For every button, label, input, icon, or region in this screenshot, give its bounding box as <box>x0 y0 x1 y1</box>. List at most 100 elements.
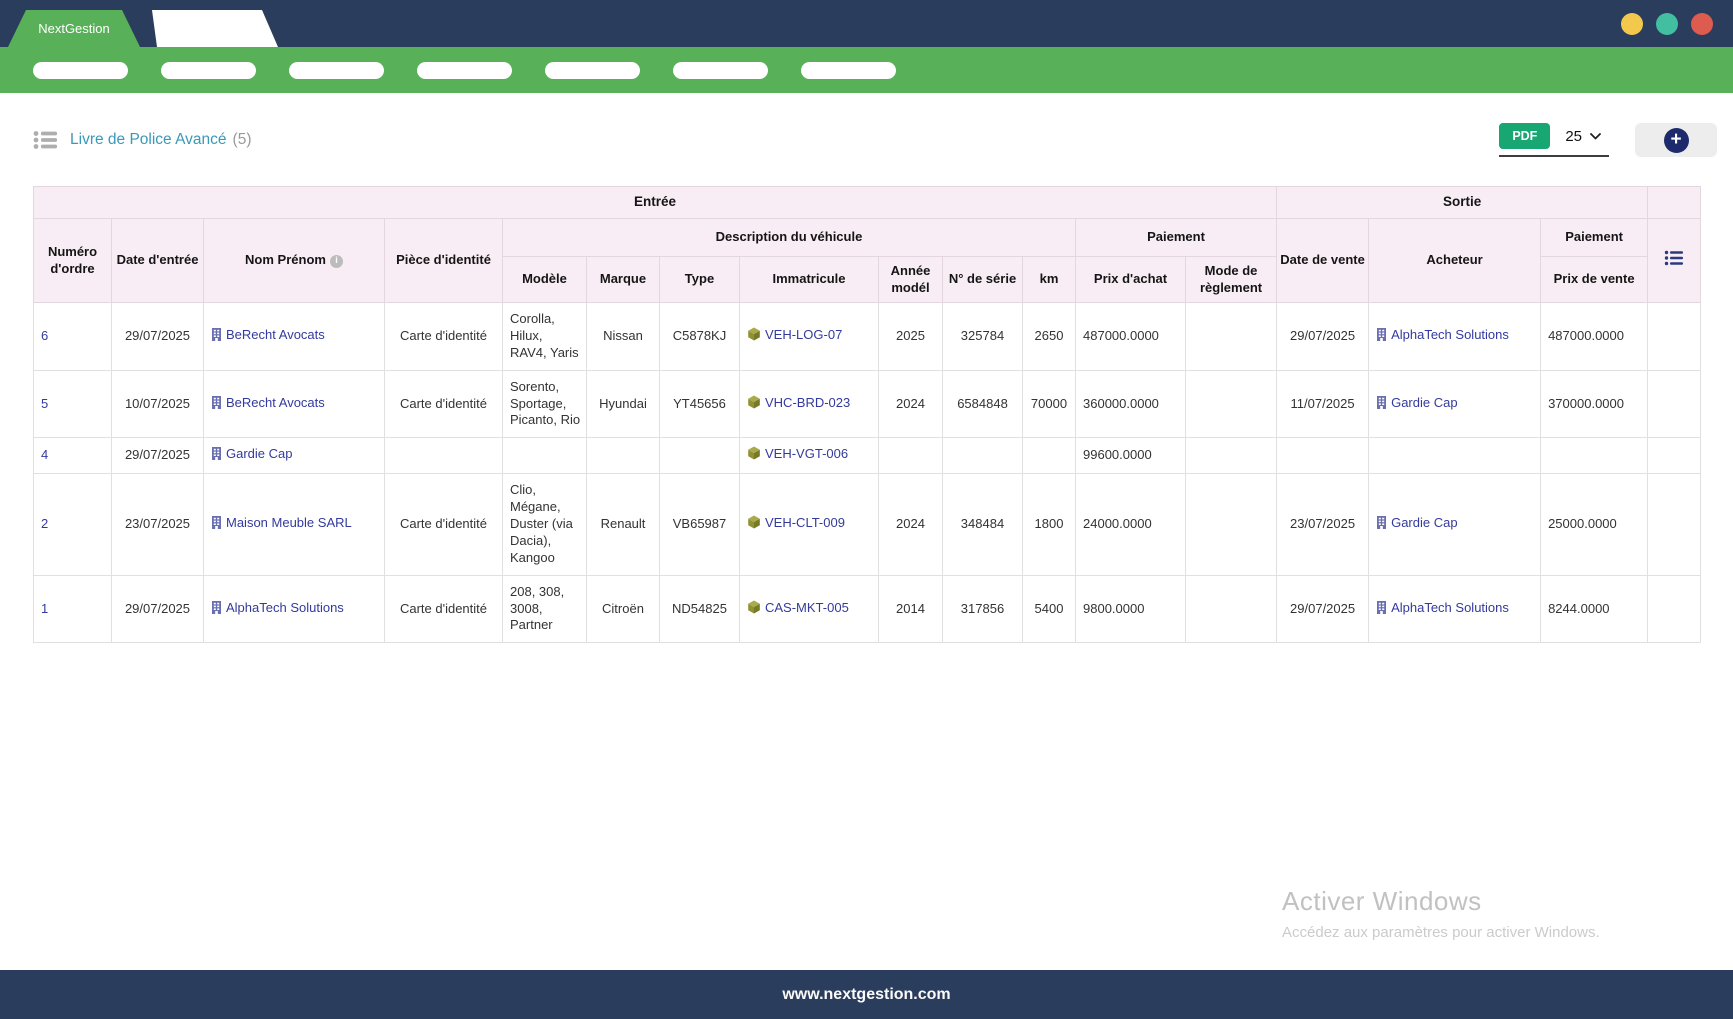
cell-date-vente: 11/07/2025 <box>1276 369 1370 439</box>
pdf-export-button[interactable]: PDF <box>1499 123 1551 149</box>
nav-pill-3[interactable] <box>289 61 384 79</box>
columns-list-icon[interactable] <box>1664 250 1684 266</box>
table-row: 5 10/07/2025 BeRecht Avocats Carte d'ide… <box>33 369 1702 439</box>
numero-link[interactable]: 2 <box>41 516 49 532</box>
col-header-numero: Numéro d'ordre <box>33 218 112 303</box>
cell-mode-reglement <box>1184 574 1278 644</box>
window-controls <box>1621 9 1713 39</box>
columns-settings-cell <box>1647 218 1702 303</box>
cell-nom: Maison Meuble SARL <box>203 473 385 576</box>
col-header-marque: Marque <box>586 256 660 303</box>
cell-marque: Hyundai <box>586 369 660 439</box>
nav-pill-5[interactable] <box>545 61 640 79</box>
cell-km: 2650 <box>1022 302 1076 371</box>
nav-pill-2[interactable] <box>161 61 256 79</box>
close-button[interactable] <box>1691 13 1713 35</box>
list-icon <box>33 130 57 150</box>
acheteur-link[interactable]: AlphaTech Solutions <box>1391 599 1509 615</box>
box-icon <box>747 446 761 465</box>
acheteur-link[interactable]: AlphaTech Solutions <box>1391 326 1509 342</box>
brand-tab[interactable]: NextGestion <box>8 10 140 47</box>
nav-pill-1[interactable] <box>33 61 128 79</box>
cell-mode-reglement <box>1184 437 1278 475</box>
cell-serie: 325784 <box>942 302 1023 371</box>
building-icon <box>211 600 222 619</box>
box-icon <box>747 515 761 534</box>
cell-prix-achat: 9800.0000 <box>1075 574 1186 644</box>
cell-date-entree: 29/07/2025 <box>111 302 204 371</box>
page-size-select[interactable]: 25 <box>1565 128 1601 145</box>
building-icon <box>211 447 222 465</box>
cell-marque: Renault <box>586 473 660 576</box>
cell-prix-achat: 99600.0000 <box>1075 437 1186 475</box>
cell-acheteur: AlphaTech Solutions <box>1368 574 1542 644</box>
cell-annee: 2024 <box>878 369 943 439</box>
cell-nom: BeRecht Avocats <box>203 302 385 371</box>
cell-date-vente: 23/07/2025 <box>1276 473 1370 576</box>
nom-link[interactable]: AlphaTech Solutions <box>226 599 344 615</box>
numero-link[interactable]: 5 <box>41 395 49 411</box>
minimize-button[interactable] <box>1621 13 1643 35</box>
col-header-mode-reglement: Mode de règlement <box>1184 256 1278 303</box>
group-header-entree: Entrée <box>32 186 1278 219</box>
numero-link[interactable]: 1 <box>41 600 49 616</box>
nom-link[interactable]: BeRecht Avocats <box>226 394 325 410</box>
add-record-container: + <box>1635 123 1717 157</box>
cell-mode-reglement <box>1184 369 1278 439</box>
cell-annee: 2024 <box>878 473 943 576</box>
secondary-tab[interactable] <box>152 10 278 47</box>
row-actions-cell <box>1647 473 1702 576</box>
building-icon <box>1376 395 1387 414</box>
cell-modele: Sorento, Sportage, Picanto, Rio <box>502 369 587 439</box>
cell-piece: Carte d'identité <box>384 473 503 576</box>
info-icon: i <box>329 254 343 268</box>
table-body: 6 29/07/2025 BeRecht Avocats Carte d'ide… <box>33 302 1702 644</box>
acheteur-link[interactable]: Gardie Cap <box>1391 515 1458 531</box>
brand-name: NextGestion <box>38 21 110 36</box>
cell-km: 1800 <box>1022 473 1076 576</box>
cell-date-entree: 29/07/2025 <box>111 574 204 644</box>
cell-acheteur: Gardie Cap <box>1368 369 1542 439</box>
col-header-type: Type <box>659 256 740 303</box>
building-icon <box>1376 600 1387 619</box>
acheteur-link[interactable]: Gardie Cap <box>1391 394 1458 410</box>
row-actions-cell <box>1647 369 1702 439</box>
nav-pill-7[interactable] <box>801 61 896 79</box>
chevron-down-icon <box>1590 132 1601 140</box>
group-header-sortie: Sortie <box>1276 186 1649 219</box>
watermark-title: Activer Windows <box>1282 886 1482 916</box>
nom-link[interactable]: BeRecht Avocats <box>226 326 325 342</box>
immatricule-link[interactable]: VEH-VGT-006 <box>765 446 849 462</box>
cell-numero: 4 <box>33 437 112 475</box>
cell-type <box>659 437 740 475</box>
nom-link[interactable]: Gardie Cap <box>226 446 293 462</box>
cell-prix-achat: 487000.0000 <box>1075 302 1186 371</box>
cell-modele <box>502 437 587 475</box>
cell-acheteur <box>1368 437 1542 475</box>
cell-acheteur: AlphaTech Solutions <box>1368 302 1542 371</box>
cell-date-vente <box>1276 437 1370 475</box>
nav-pill-4[interactable] <box>417 61 512 79</box>
cell-immatricule: CAS-MKT-005 <box>739 574 879 644</box>
cell-type: YT45656 <box>659 369 740 439</box>
cell-numero: 5 <box>33 369 112 439</box>
cell-piece: Carte d'identité <box>384 369 503 439</box>
cell-prix-vente <box>1540 437 1649 475</box>
cell-type: ND54825 <box>659 574 740 644</box>
immatricule-link[interactable]: VEH-LOG-07 <box>765 326 843 342</box>
numero-link[interactable]: 6 <box>41 327 49 343</box>
building-icon <box>211 516 222 534</box>
numero-link[interactable]: 4 <box>41 447 49 463</box>
nav-pill-6[interactable] <box>673 61 768 79</box>
group-header-actions <box>1647 186 1702 219</box>
add-record-button[interactable]: + <box>1663 127 1689 153</box>
immatricule-link[interactable]: VEH-CLT-009 <box>765 515 845 531</box>
maximize-button[interactable] <box>1656 13 1678 35</box>
page-size-value: 25 <box>1565 127 1582 145</box>
immatricule-link[interactable]: CAS-MKT-005 <box>765 599 849 615</box>
export-controls: PDF 25 <box>1499 123 1609 157</box>
cell-numero: 6 <box>33 302 112 371</box>
immatricule-link[interactable]: VHC-BRD-023 <box>765 394 851 410</box>
nom-link[interactable]: Maison Meuble SARL <box>226 515 352 531</box>
police-register-table: Entrée Sortie Numéro d'ordre Date d'entr… <box>32 186 1702 644</box>
